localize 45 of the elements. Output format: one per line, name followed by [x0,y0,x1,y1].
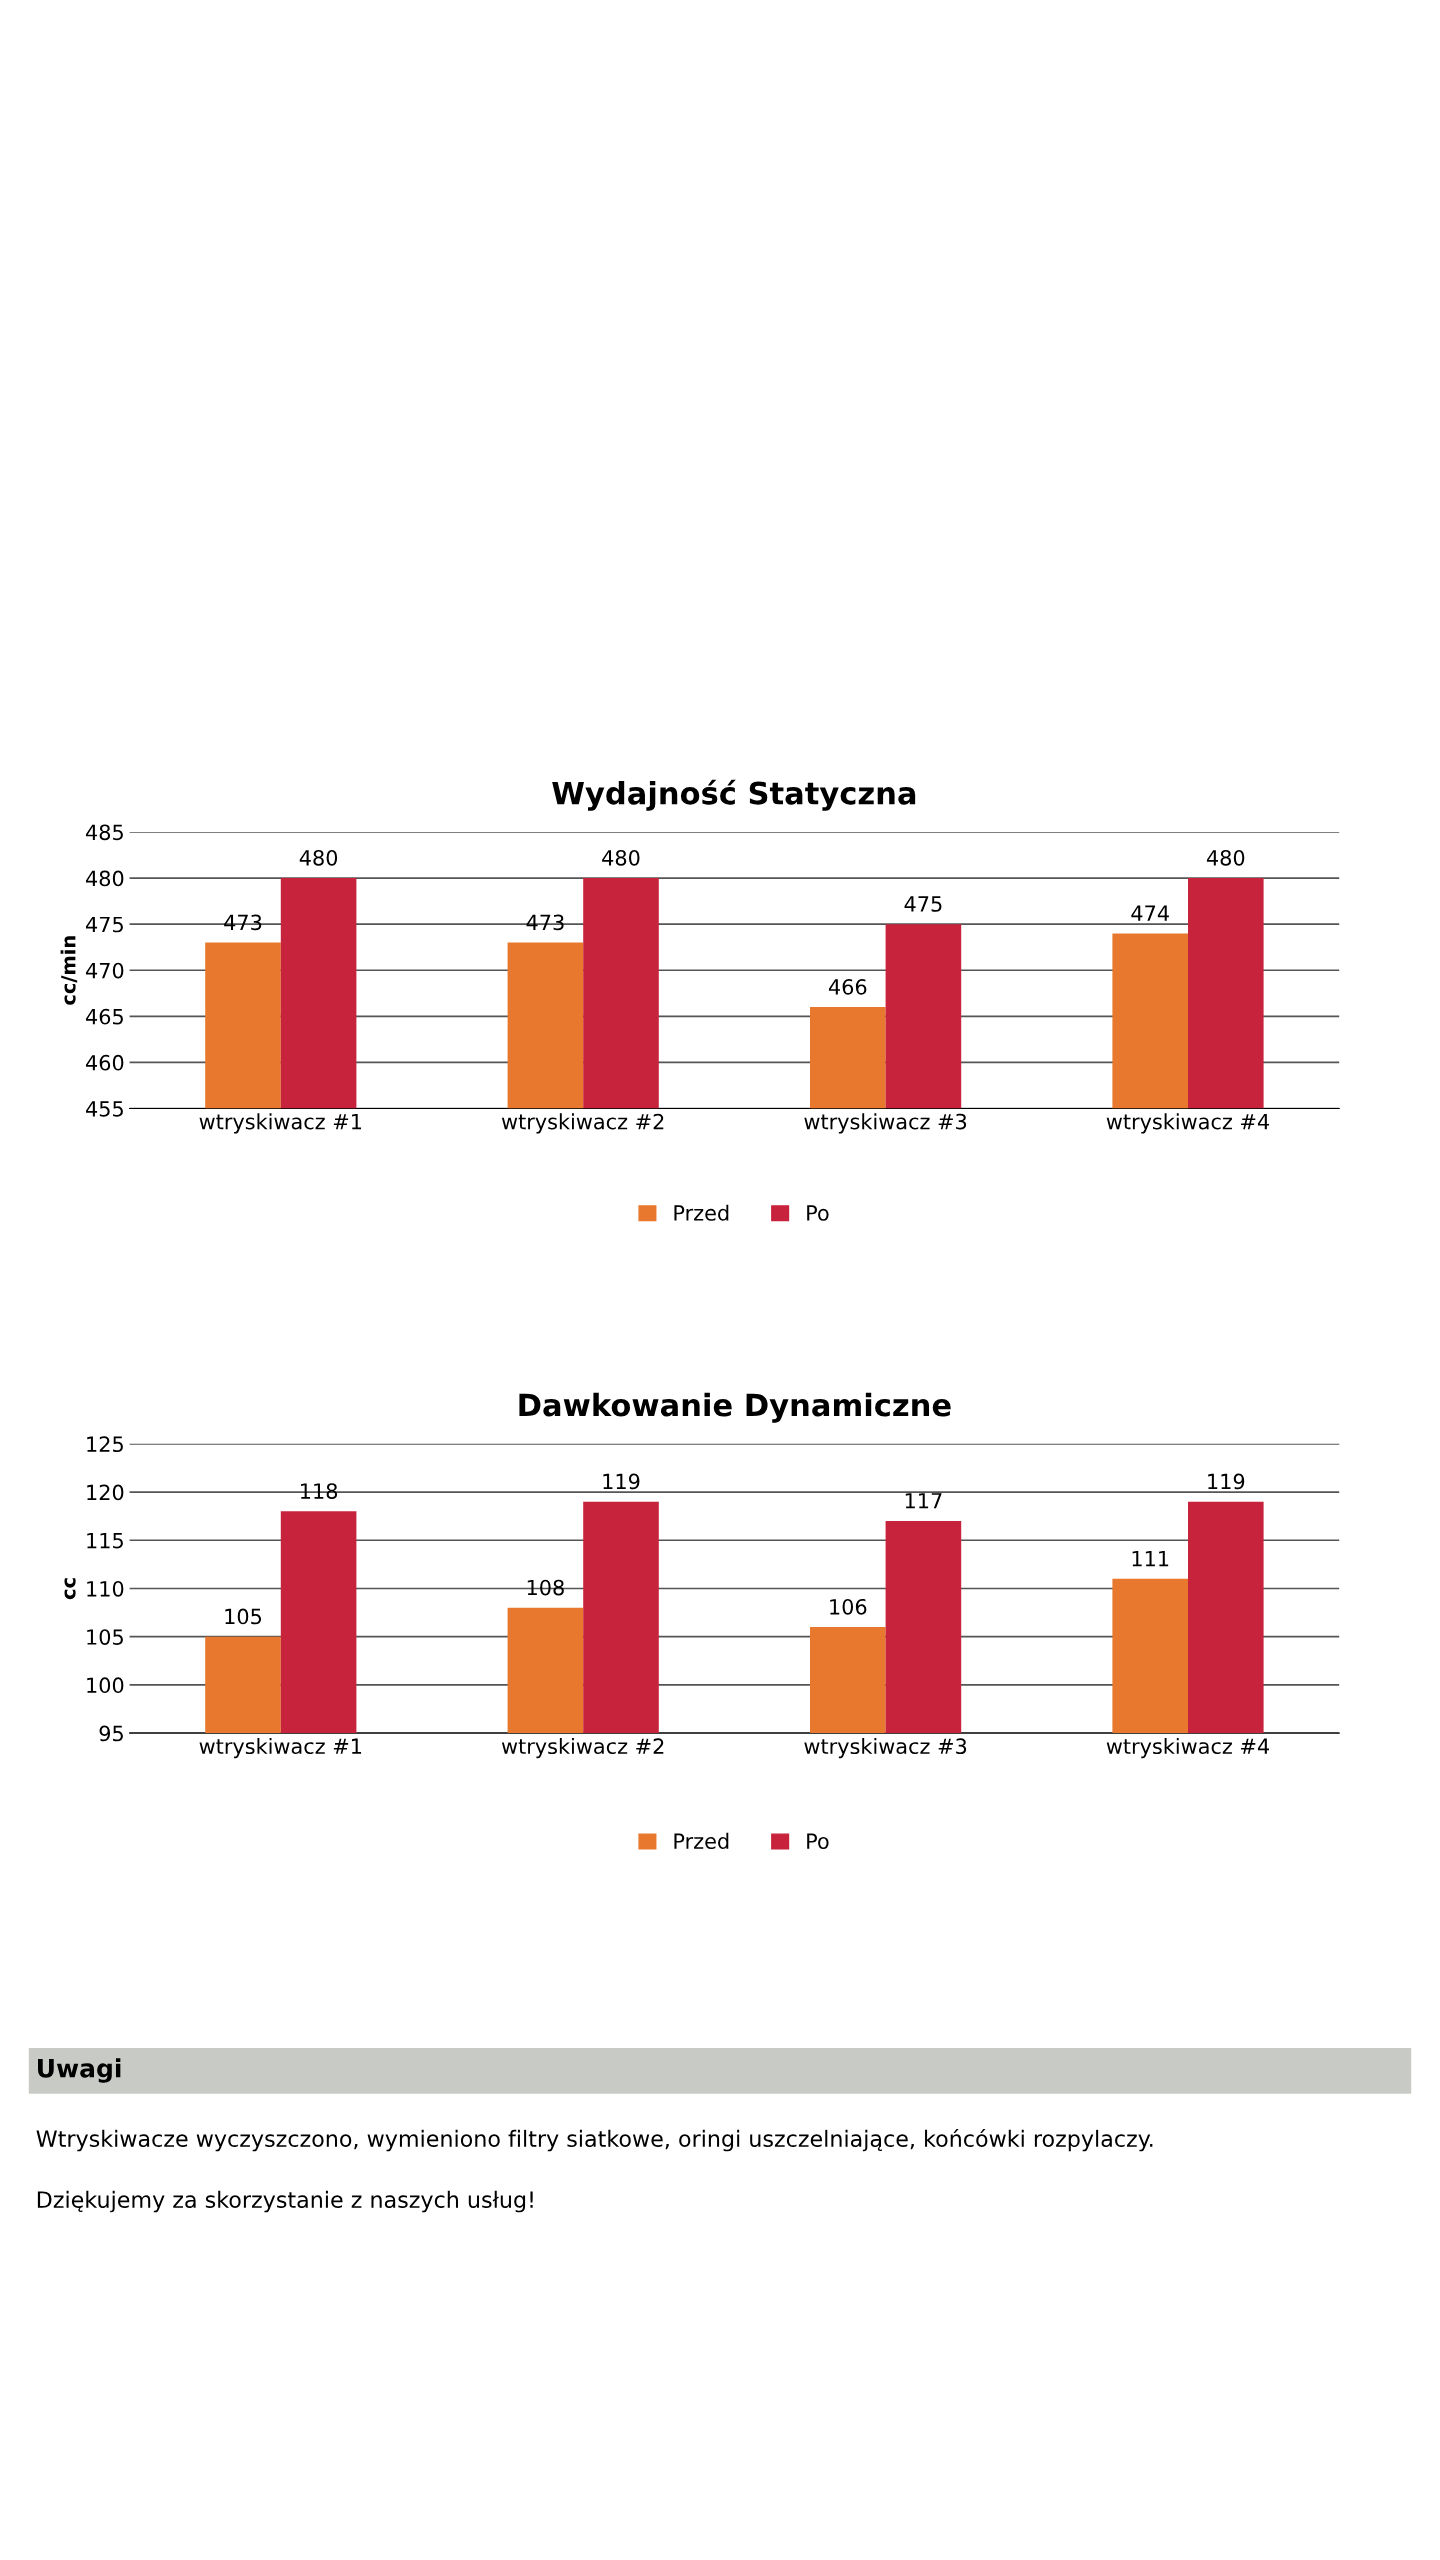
data-label: 480 [1206,849,1245,866]
data-label: 117 [905,1493,942,1509]
y-tick-label: 105 [87,1629,123,1645]
text: Wtryskiwacze wyczyszczono, wymieniono filtry siatkowe, oringi uszczelniające, końcówki rozpylaczy. [36,2128,1153,2152]
data-label: 480 [602,849,640,866]
y-tick-label: 475 [85,916,123,933]
y-axis-title: cc/min [60,936,78,1005]
legend-label: Po [807,1205,829,1221]
y-tick-label: 120 [87,1484,124,1501]
y-axis-title: cc [64,1578,76,1600]
chart-title: Wydajność Statyczna [552,779,916,811]
data-label: 119 [603,1473,640,1490]
y-tick-label: 470 [85,962,124,979]
chart-title: Dawkowanie Dynamiczne [519,1392,951,1423]
y-tick-label: 125 [87,1436,123,1453]
legend-label: Po [807,1833,829,1849]
data-label: 105 [225,1608,262,1625]
x-tick-label: wtryskiwacz #4 [1106,1737,1269,1759]
x-tick-label: wtryskiwacz #3 [804,1113,967,1134]
y-tick-label: 480 [85,870,124,887]
y-tick-label: 100 [87,1677,124,1694]
data-label: 111 [1132,1550,1169,1567]
data-label: 106 [830,1598,867,1615]
x-tick-label: wtryskiwacz #2 [501,1113,664,1134]
y-tick-label: 465 [85,1008,123,1025]
y-tick-label: 485 [85,824,123,841]
y-tick-label: 115 [87,1532,123,1549]
y-tick-label: 95 [99,1725,123,1742]
data-label: 466 [828,978,867,995]
y-tick-label: 455 [85,1101,123,1117]
x-tick-label: wtryskiwacz #1 [199,1737,362,1759]
legend-label: Przed [674,1204,729,1221]
x-tick-label: wtryskiwacz #1 [199,1113,362,1134]
data-label: 475 [904,896,942,912]
y-tick-label: 110 [87,1580,124,1597]
text: Uwagi [38,2058,121,2083]
y-tick-label: 460 [85,1054,124,1071]
legend-label: Przed [674,1832,729,1849]
x-tick-label: wtryskiwacz #4 [1106,1113,1269,1134]
x-tick-label: wtryskiwacz #2 [501,1737,664,1759]
data-label: 474 [1131,905,1169,921]
data-label: 119 [1208,1473,1245,1490]
data-label: 480 [299,849,338,866]
x-tick-label: wtryskiwacz #3 [804,1737,967,1759]
text: Dziękujemy za skorzystanie z naszych usług! [37,2190,533,2213]
